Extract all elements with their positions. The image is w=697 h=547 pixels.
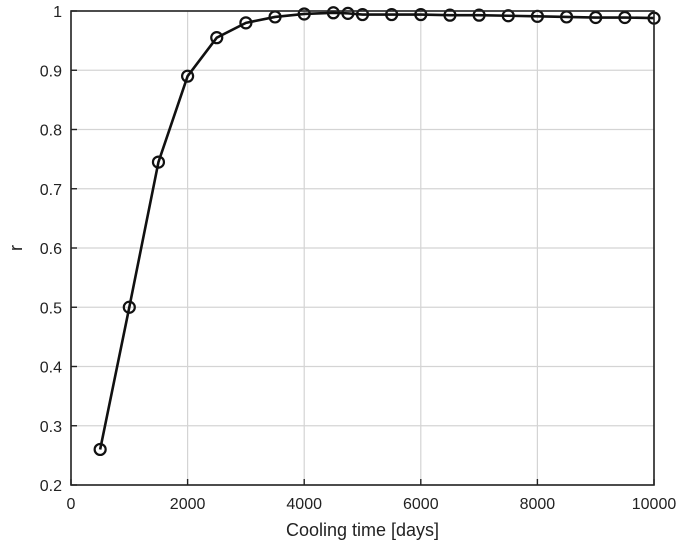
data-point-marker bbox=[297, 7, 311, 21]
y-tick-labels: 0.2 0.3 0.4 0.5 0.6 0.7 0.8 0.9 1 bbox=[40, 4, 62, 495]
x-tick-label: 0 bbox=[67, 496, 76, 513]
y-tick-label: 0.9 bbox=[40, 63, 62, 80]
data-point-marker bbox=[355, 7, 370, 22]
data-point-marker bbox=[414, 7, 428, 22]
y-tick-label: 1 bbox=[53, 4, 62, 21]
data-point-marker bbox=[122, 300, 136, 314]
data-point-marker bbox=[618, 10, 632, 25]
y-tick-label: 0.7 bbox=[40, 182, 62, 199]
grid-lines bbox=[70, 10, 655, 486]
y-tick-label: 0.8 bbox=[40, 123, 62, 140]
x-tick-label: 10000 bbox=[632, 496, 677, 513]
data-point-marker bbox=[210, 31, 224, 45]
x-tick-label: 4000 bbox=[286, 496, 322, 513]
data-point-marker bbox=[589, 10, 603, 25]
series-line bbox=[98, 11, 655, 450]
data-point-marker bbox=[443, 8, 457, 22]
data-point-marker bbox=[181, 69, 195, 83]
y-tick-label: 0.2 bbox=[40, 478, 62, 495]
plot-frame bbox=[70, 10, 655, 486]
data-point-marker bbox=[472, 8, 486, 22]
y-tick-label: 0.6 bbox=[40, 241, 62, 258]
x-tick-labels: 0 2000 4000 6000 8000 10000 bbox=[67, 496, 677, 513]
data-point-marker bbox=[93, 442, 107, 457]
data-point-marker bbox=[385, 7, 399, 22]
data-point-marker bbox=[239, 16, 253, 30]
y-tick-label: 0.3 bbox=[40, 419, 62, 436]
y-tick-label: 0.5 bbox=[40, 300, 62, 317]
y-tick-label: 0.4 bbox=[40, 360, 62, 377]
x-tick-label: 8000 bbox=[520, 496, 556, 513]
x-tick-label: 6000 bbox=[403, 496, 439, 513]
data-point-marker bbox=[151, 155, 166, 169]
x-axis-label: Cooling time [days] bbox=[286, 520, 439, 540]
x-tick-label: 2000 bbox=[170, 496, 206, 513]
data-point-marker bbox=[341, 6, 355, 20]
data-point-marker bbox=[326, 6, 340, 20]
series-group bbox=[93, 6, 661, 457]
y-axis-label: r bbox=[6, 245, 26, 251]
series-markers bbox=[93, 6, 661, 457]
